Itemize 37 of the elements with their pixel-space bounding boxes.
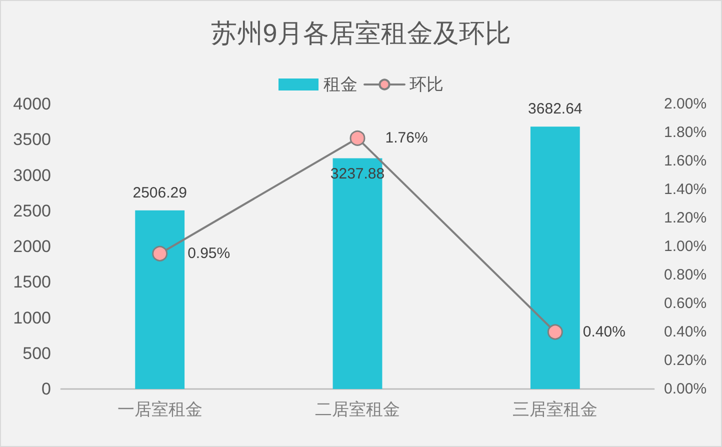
y-tick-label: 2000	[13, 237, 51, 256]
data-label: 0.40%	[582, 324, 626, 340]
y2-tick-label: 0.80%	[664, 266, 707, 284]
legend-label: 租金	[324, 75, 358, 94]
legend-label: 环比	[410, 75, 444, 94]
y2-tick-label: 0.00%	[664, 380, 707, 398]
y-tick-label: 4000	[13, 94, 51, 114]
y2-tick-label: 1.20%	[664, 210, 707, 226]
y2-tick-label: 0.60%	[664, 295, 707, 312]
y2-tick-label: 1.40%	[664, 181, 707, 198]
data-label: 0.95%	[188, 245, 230, 262]
y-tick-label: 1500	[13, 272, 51, 292]
y-tick-label: 1000	[13, 308, 51, 328]
data-label: 1.76%	[385, 130, 428, 147]
point	[350, 130, 366, 146]
bar	[530, 126, 580, 389]
y-tick-label: 3000	[13, 166, 51, 185]
x-tick-label: 二居室租金	[315, 400, 400, 419]
y2-tick-label: 1.80%	[664, 124, 707, 141]
point	[547, 324, 563, 340]
y2-tick-label: 0.20%	[664, 352, 707, 369]
y-tick-label: 2500	[13, 201, 51, 220]
y2-tick-label: 1.60%	[664, 152, 707, 170]
y-tick-label: 500	[22, 344, 51, 363]
y2-tick-label: 1.00%	[664, 238, 707, 255]
y-tick-label: 3500	[13, 130, 51, 150]
chart-title: 苏州9月各居室租金及环比	[210, 18, 512, 48]
data-label: 2506.29	[132, 184, 187, 202]
y2-tick-label: 0.40%	[664, 324, 707, 340]
x-tick-label: 一居室租金	[117, 400, 202, 419]
bar	[135, 210, 185, 389]
point	[152, 246, 168, 262]
data-label: 3682.64	[528, 100, 582, 118]
y2-tick-label: 2.00%	[664, 96, 707, 112]
bar	[332, 158, 382, 389]
y-tick-label: 0	[42, 380, 51, 398]
x-tick-label: 三居室租金	[512, 400, 598, 419]
